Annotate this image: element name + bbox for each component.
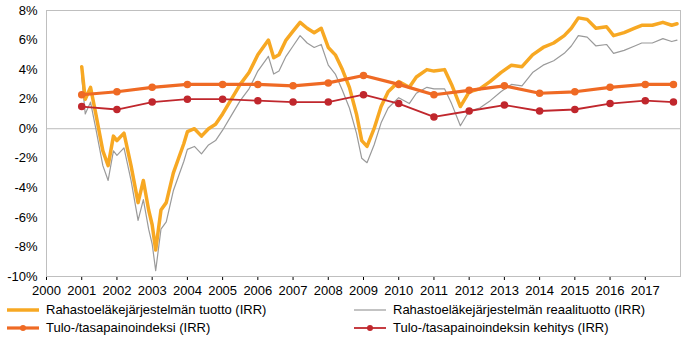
svg-text:2008: 2008 bbox=[314, 283, 343, 298]
svg-text:2010: 2010 bbox=[384, 283, 413, 298]
svg-text:2004: 2004 bbox=[173, 283, 202, 298]
svg-text:2017: 2017 bbox=[631, 283, 660, 298]
svg-text:2014: 2014 bbox=[525, 283, 554, 298]
svg-text:0%: 0% bbox=[19, 121, 38, 136]
svg-text:2016: 2016 bbox=[596, 283, 625, 298]
svg-text:-10%: -10% bbox=[7, 269, 38, 284]
svg-text:2015: 2015 bbox=[560, 283, 589, 298]
svg-text:2001: 2001 bbox=[67, 283, 96, 298]
svg-text:4%: 4% bbox=[19, 62, 38, 77]
svg-text:-6%: -6% bbox=[14, 210, 38, 225]
svg-text:2%: 2% bbox=[19, 91, 38, 106]
svg-text:6%: 6% bbox=[19, 32, 38, 47]
svg-text:2009: 2009 bbox=[349, 283, 378, 298]
html-text:Tulo-/tasapainoindeksi (IRR): Tulo-/tasapainoindeksi (IRR) bbox=[46, 320, 211, 335]
svg-text:2012: 2012 bbox=[455, 283, 484, 298]
svg-text:-8%: -8% bbox=[14, 239, 38, 254]
svg-text:2003: 2003 bbox=[138, 283, 167, 298]
html-text:Rahastoeläkejärjestelmän reaal: Rahastoeläkejärjestelmän reaalituotto (I… bbox=[393, 302, 646, 317]
svg-text:8%: 8% bbox=[19, 3, 38, 18]
svg-text:2011: 2011 bbox=[420, 283, 448, 298]
svg-text:2002: 2002 bbox=[102, 283, 131, 298]
svg-text:2000: 2000 bbox=[32, 283, 61, 298]
html-text:Tulo-/tasapainoindeksin kehity: Tulo-/tasapainoindeksin kehitys (IRR) bbox=[393, 320, 609, 335]
svg-text:2013: 2013 bbox=[490, 283, 519, 298]
svg-text:-2%: -2% bbox=[14, 150, 38, 165]
svg-text:2007: 2007 bbox=[279, 283, 308, 298]
svg-text:-4%: -4% bbox=[14, 180, 38, 195]
svg-text:2005: 2005 bbox=[208, 283, 237, 298]
svg-text:2006: 2006 bbox=[243, 283, 272, 298]
html-text:Rahastoeläkejärjestelmän tuott: Rahastoeläkejärjestelmän tuotto (IRR) bbox=[46, 302, 267, 317]
